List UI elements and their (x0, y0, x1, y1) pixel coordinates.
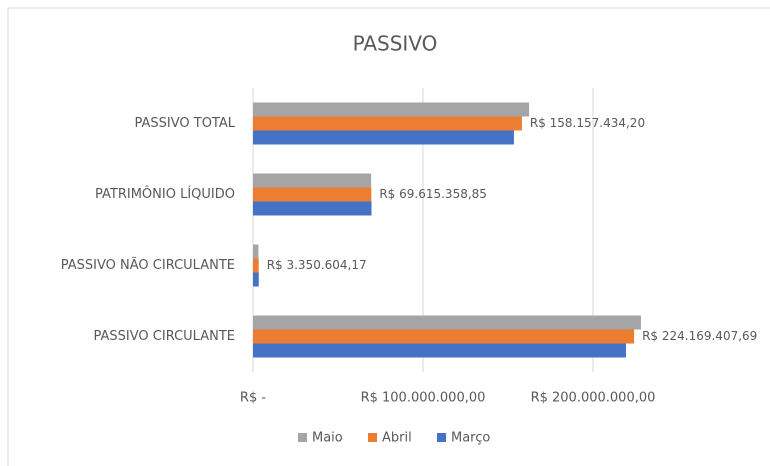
legend-label: Abril (382, 431, 412, 446)
bar (253, 315, 641, 330)
bar (253, 201, 372, 216)
bar (253, 329, 635, 344)
data-label: R$ 224.169.407,69 (642, 329, 757, 343)
bar (253, 102, 530, 117)
bar (253, 343, 626, 358)
y-tick-label: PASSIVO CIRCULANTE (94, 329, 235, 344)
bar (253, 244, 259, 259)
legend-label: Maio (312, 431, 343, 446)
bar (253, 116, 522, 131)
bar (253, 187, 372, 202)
legend-swatch (298, 433, 307, 442)
bar (253, 258, 259, 273)
legend-swatch (437, 433, 446, 442)
chart-frame (7, 7, 770, 466)
x-tick-label: R$ - (240, 391, 266, 406)
bar (253, 272, 259, 287)
chart-title: PASSIVO (353, 32, 438, 56)
bar (253, 173, 372, 188)
y-tick-label: PASSIVO TOTAL (134, 116, 235, 131)
x-tick-label: R$ 200.000.000,00 (531, 391, 656, 406)
data-label: R$ 69.615.358,85 (379, 187, 487, 201)
y-tick-label: PASSIVO NÃO CIRCULANTE (61, 257, 235, 273)
bar (253, 130, 514, 145)
y-tick-label: PATRIMÔNIO LÍQUIDO (95, 186, 235, 202)
data-label: R$ 158.157.434,20 (530, 116, 645, 130)
legend-label: Março (451, 431, 490, 446)
legend-swatch (368, 433, 377, 442)
x-tick-label: R$ 100.000.000,00 (361, 391, 486, 406)
data-label: R$ 3.350.604,17 (267, 258, 367, 272)
